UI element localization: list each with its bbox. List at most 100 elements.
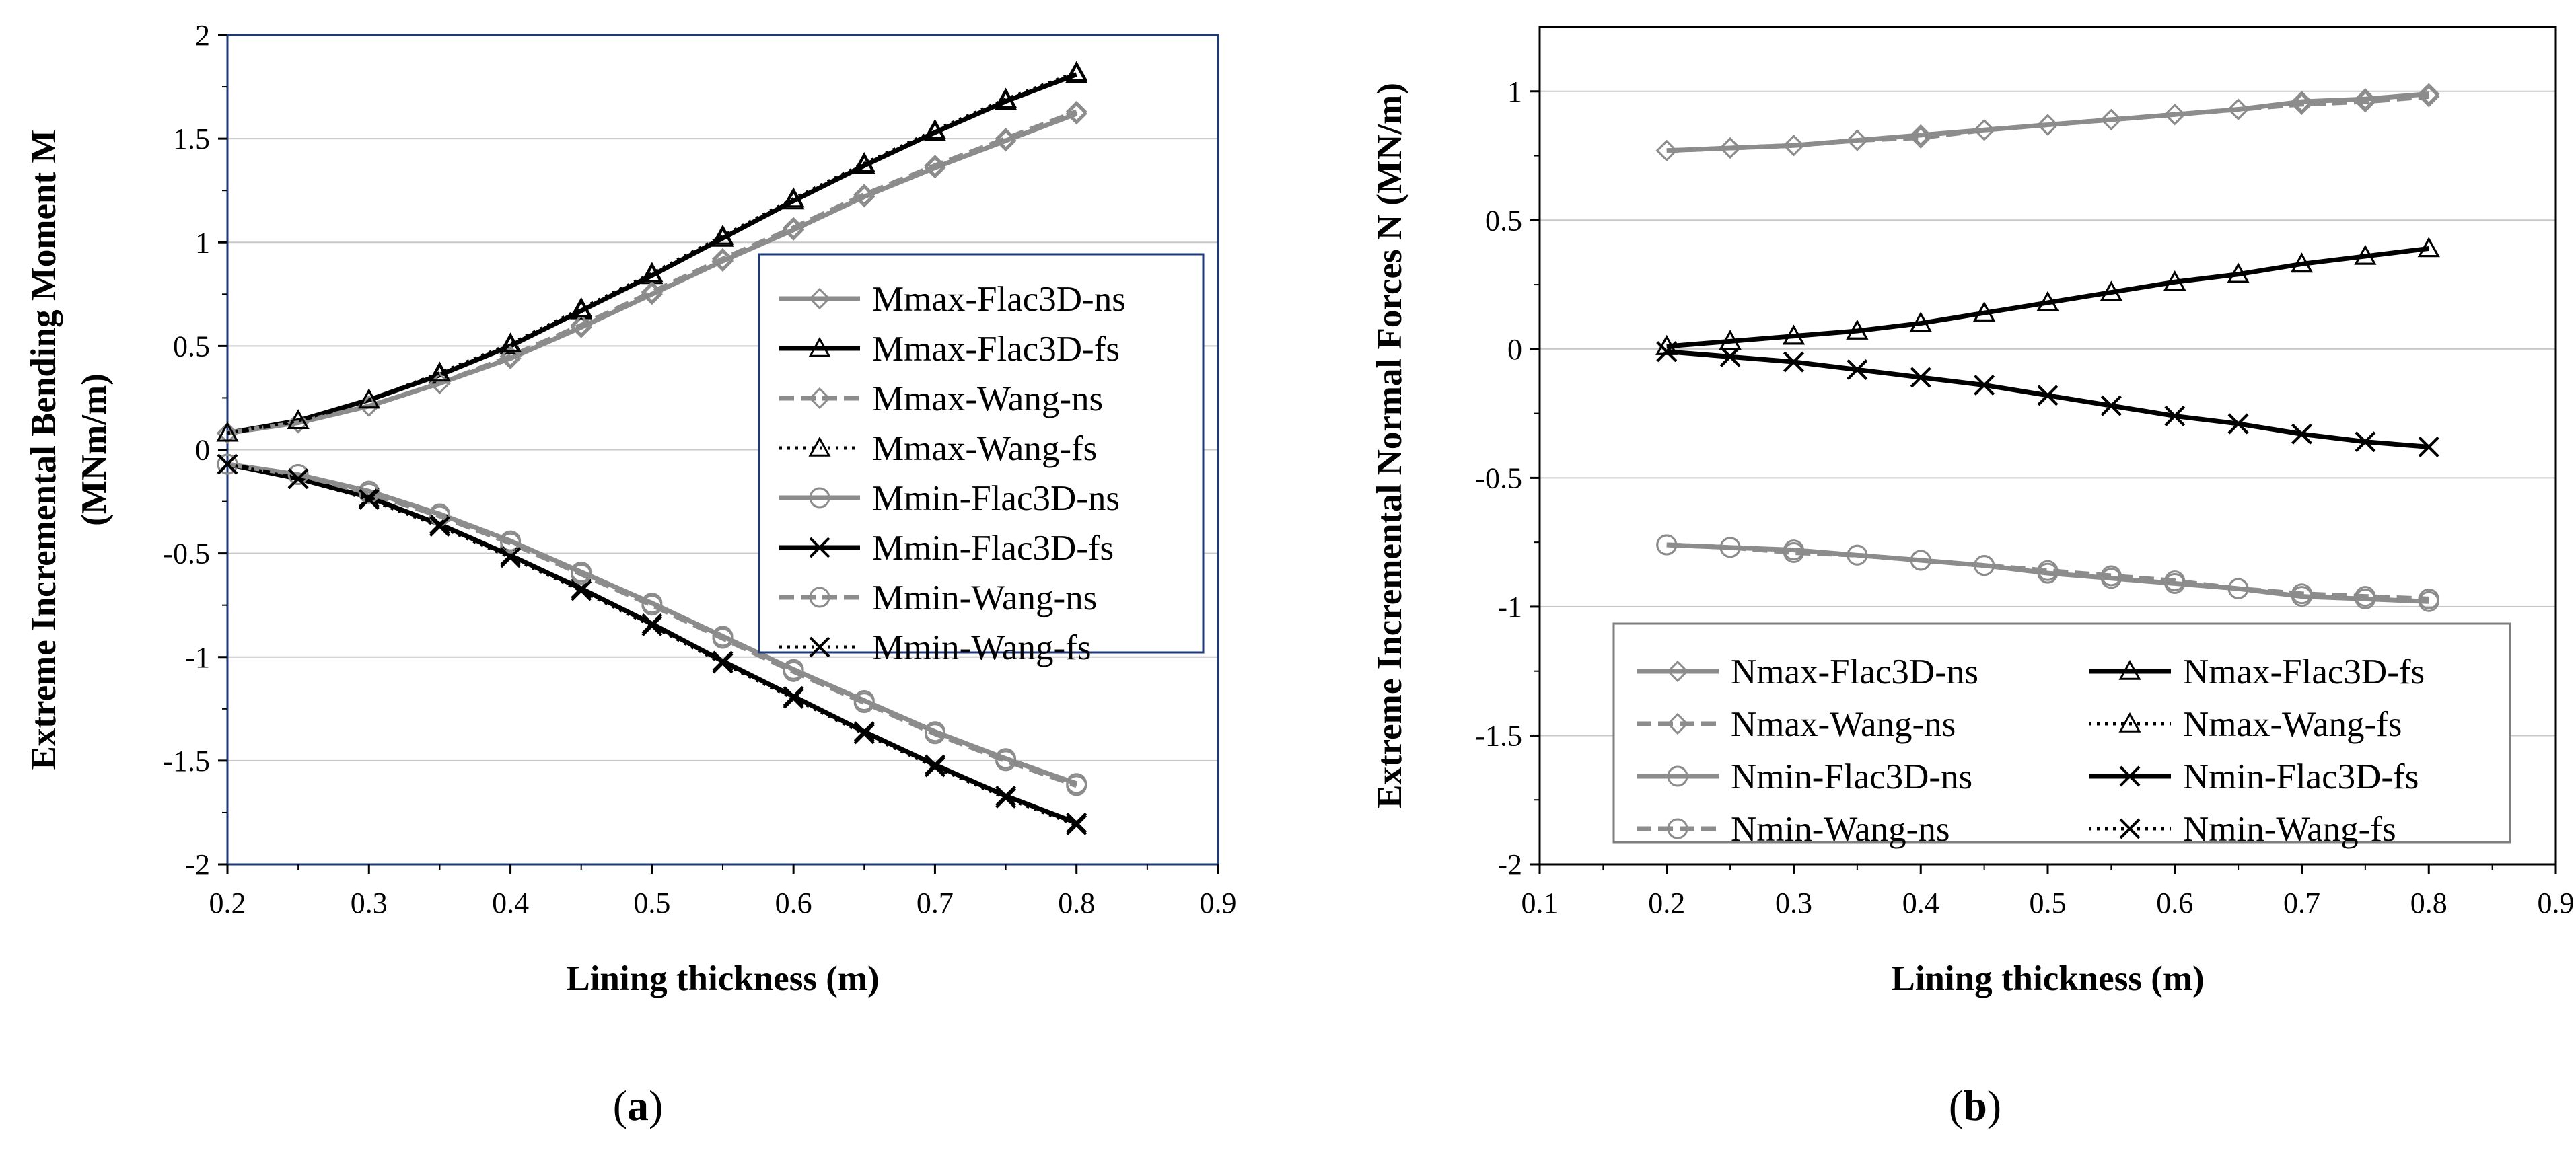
chart-a-panel-label: (a) bbox=[613, 1082, 664, 1129]
chart-b-legend-label-2: Nmax-Wang-ns bbox=[1731, 705, 1956, 744]
chart-b-series-6-point-9 bbox=[2227, 578, 2249, 599]
chart-b-series-3-point-9 bbox=[2227, 262, 2250, 283]
chart-a-legend-entry-7: Mmin-Wang-fs bbox=[779, 628, 1091, 667]
chart-a-series-7-point-10 bbox=[925, 756, 945, 778]
chart-b-legend-marker-0 bbox=[1666, 660, 1689, 683]
chart-a-legend: Mmax-Flac3D-ns Mmax-Flac3D-fs Mmax-Wang-ns… bbox=[758, 253, 1205, 667]
chart-a-ytick-label-1: 1.5 bbox=[173, 122, 210, 155]
chart-b-series-6-point-4 bbox=[1910, 550, 1931, 571]
chart-b-series-7-point-7 bbox=[2100, 395, 2122, 416]
chart-b-series-7-point-11 bbox=[2355, 431, 2376, 453]
chart-a-legend-entry-5: Mmin-Flac3D-fs bbox=[779, 529, 1114, 568]
chart-a-series-5-point-9 bbox=[853, 721, 875, 743]
chart-a-legend-label-4: Mmin-Flac3D-ns bbox=[872, 479, 1120, 518]
chart-a-series-3-point-9 bbox=[853, 152, 875, 172]
chart-a-series-7-point-1 bbox=[287, 468, 309, 490]
chart-b-series-2 bbox=[1655, 85, 2440, 161]
chart-a-legend-entry-1: Mmax-Flac3D-fs bbox=[779, 330, 1120, 369]
chart-b-series-7-line bbox=[1666, 350, 2429, 449]
chart-b-series-2-point-9 bbox=[2227, 98, 2250, 120]
chart-b-ytick-label-1: 0.5 bbox=[1485, 204, 1522, 237]
chart-a-series-2-point-6 bbox=[641, 281, 663, 303]
chart-a-legend-entry-4: Mmin-Flac3D-ns bbox=[779, 479, 1120, 518]
chart-a-legend-label-5: Mmin-Flac3D-fs bbox=[872, 529, 1114, 568]
chart-a-series-6-point-10 bbox=[924, 723, 945, 745]
chart-b-legend-label-5: Nmin-Flac3D-fs bbox=[2183, 757, 2419, 796]
chart-a-series-6-point-11 bbox=[995, 750, 1017, 772]
chart-b-legend-label-7: Nmin-Wang-fs bbox=[2183, 810, 2396, 849]
chart-b: 1 0.5 0 -0.5 -1 -1.5 -20.1 0.2 0.3 0.4 0.5 0.6 0.7 0.… bbox=[1370, 26, 2575, 1129]
chart-b-series-2-line bbox=[1666, 93, 2429, 153]
chart-b-series-1 bbox=[1655, 237, 2440, 355]
chart-b-series-3-point-4 bbox=[1909, 311, 1932, 332]
chart-a-series-3-point-0 bbox=[216, 421, 239, 442]
chart-a-series-7-point-9 bbox=[853, 723, 875, 745]
chart-a-series-7-point-0 bbox=[217, 453, 238, 475]
chart-a-series-7-point-12 bbox=[1066, 815, 1087, 835]
chart-b-legend-label-1: Nmax-Flac3D-fs bbox=[2183, 652, 2425, 691]
chart-a-series-3-point-3 bbox=[428, 361, 451, 382]
chart-a-series-2-point-10 bbox=[924, 155, 946, 177]
chart-b-series-7 bbox=[1656, 341, 2439, 457]
chart-a-series-3-point-6 bbox=[641, 262, 664, 283]
chart-a-series-6-point-9 bbox=[853, 692, 875, 714]
chart-a-ytick-label-2: 1 bbox=[195, 226, 210, 259]
chart-b-xlabel: Lining thickness (m) bbox=[1891, 959, 2204, 998]
chart-b-series-2-point-8 bbox=[2163, 104, 2186, 126]
chart-a-series-3-point-2 bbox=[357, 388, 380, 409]
chart-a-ylabel: Extreme Incremental Bending Moment M bbox=[24, 130, 63, 770]
chart-b-series-7-point-10 bbox=[2291, 423, 2312, 445]
chart-a-panel-label-part-1: a bbox=[627, 1082, 649, 1129]
chart-b-series-6-point-0 bbox=[1656, 534, 1678, 556]
chart-b-series-6-point-2 bbox=[1783, 541, 1804, 563]
chart-b-legend-entry-4: Nmin-Flac3D-ns bbox=[1637, 757, 1972, 796]
chart-b-ytick-label-4: -1 bbox=[1497, 591, 1522, 624]
chart-b-series-0-point-12 bbox=[2418, 83, 2440, 105]
chart-b-series-0-line bbox=[1666, 91, 2429, 153]
chart-a-xtick-label-2: 0.4 bbox=[492, 887, 529, 920]
chart-b-series-3-point-1 bbox=[1719, 330, 1742, 350]
chart-a: 2 1.5 1 0.5 0 -0.5 -1 -1.5 -2 0.2 0.3 0.4 0.5 0.6 0.7 0… bbox=[24, 19, 1237, 1129]
chart-b-series-6-point-6 bbox=[2037, 560, 2059, 581]
chart-a-series-2-point-12 bbox=[1065, 100, 1087, 123]
chart-b-legend-marker-6 bbox=[1667, 818, 1688, 839]
chart-a-xtick-label-7: 0.9 bbox=[1200, 887, 1237, 920]
chart-a-series-2-point-7 bbox=[711, 248, 734, 270]
chart-a-series-7 bbox=[217, 453, 1087, 835]
chart-a-legend-label-0: Mmax-Flac3D-ns bbox=[872, 280, 1126, 319]
chart-a-ytick-label-5: -0.5 bbox=[163, 537, 210, 570]
chart-a-legend-entry-3: Mmax-Wang-fs bbox=[779, 429, 1097, 468]
chart-a-legend-box bbox=[758, 253, 1205, 654]
chart-a-series-6-point-0 bbox=[217, 453, 238, 475]
chart-b-ytick-label-3: -0.5 bbox=[1475, 461, 1522, 494]
chart-b-series-3-point-2 bbox=[1782, 324, 1805, 345]
chart-b-series-3-point-3 bbox=[1846, 319, 1869, 340]
chart-b-xtick-label-2: 0.3 bbox=[1775, 887, 1812, 920]
chart-b-series-5-line bbox=[1666, 349, 2429, 449]
chart-a-series-3-point-11 bbox=[995, 87, 1017, 108]
chart-a-ylabel-line2: (MNm/m) bbox=[75, 373, 114, 526]
chart-a-legend-marker-5 bbox=[809, 537, 830, 558]
chart-b-legend-entry-3: Nmax-Wang-fs bbox=[2089, 705, 2402, 744]
chart-b-legend-label-4: Nmin-Flac3D-ns bbox=[1731, 757, 1972, 796]
chart-a-ytick-label-3: 0.5 bbox=[173, 330, 210, 363]
chart-a-ytick-label-6: -1 bbox=[185, 641, 210, 674]
chart-b-series-7-point-2 bbox=[1783, 351, 1804, 373]
chart-b-series-7-point-5 bbox=[1974, 375, 1995, 396]
chart-a-series-6-point-6 bbox=[641, 595, 663, 616]
chart-b-series-2-point-3 bbox=[1846, 129, 1868, 151]
chart-b-legend-entry-1: Nmax-Flac3D-fs bbox=[2089, 652, 2425, 691]
chart-b-series-3-point-7 bbox=[2100, 280, 2122, 301]
chart-a-legend-marker-1 bbox=[808, 336, 831, 357]
chart-b-legend-entry-6: Nmin-Wang-ns bbox=[1637, 810, 1949, 849]
chart-a-series-3-point-5 bbox=[570, 297, 593, 317]
chart-b-series-7-point-6 bbox=[2037, 385, 2059, 406]
chart-b-xtick-label-0: 0.1 bbox=[1522, 887, 1559, 920]
chart-b-series-0-point-11 bbox=[2354, 88, 2376, 110]
chart-b-series-7-point-9 bbox=[2227, 413, 2249, 435]
chart-b-ytick-label-5: -1.5 bbox=[1475, 719, 1522, 752]
chart-b-series-3-point-6 bbox=[2036, 291, 2059, 311]
chart-a-series-3-point-4 bbox=[499, 332, 522, 352]
chart-b-series-2-point-0 bbox=[1655, 139, 1678, 161]
chart-a-series-6-point-7 bbox=[712, 628, 734, 649]
